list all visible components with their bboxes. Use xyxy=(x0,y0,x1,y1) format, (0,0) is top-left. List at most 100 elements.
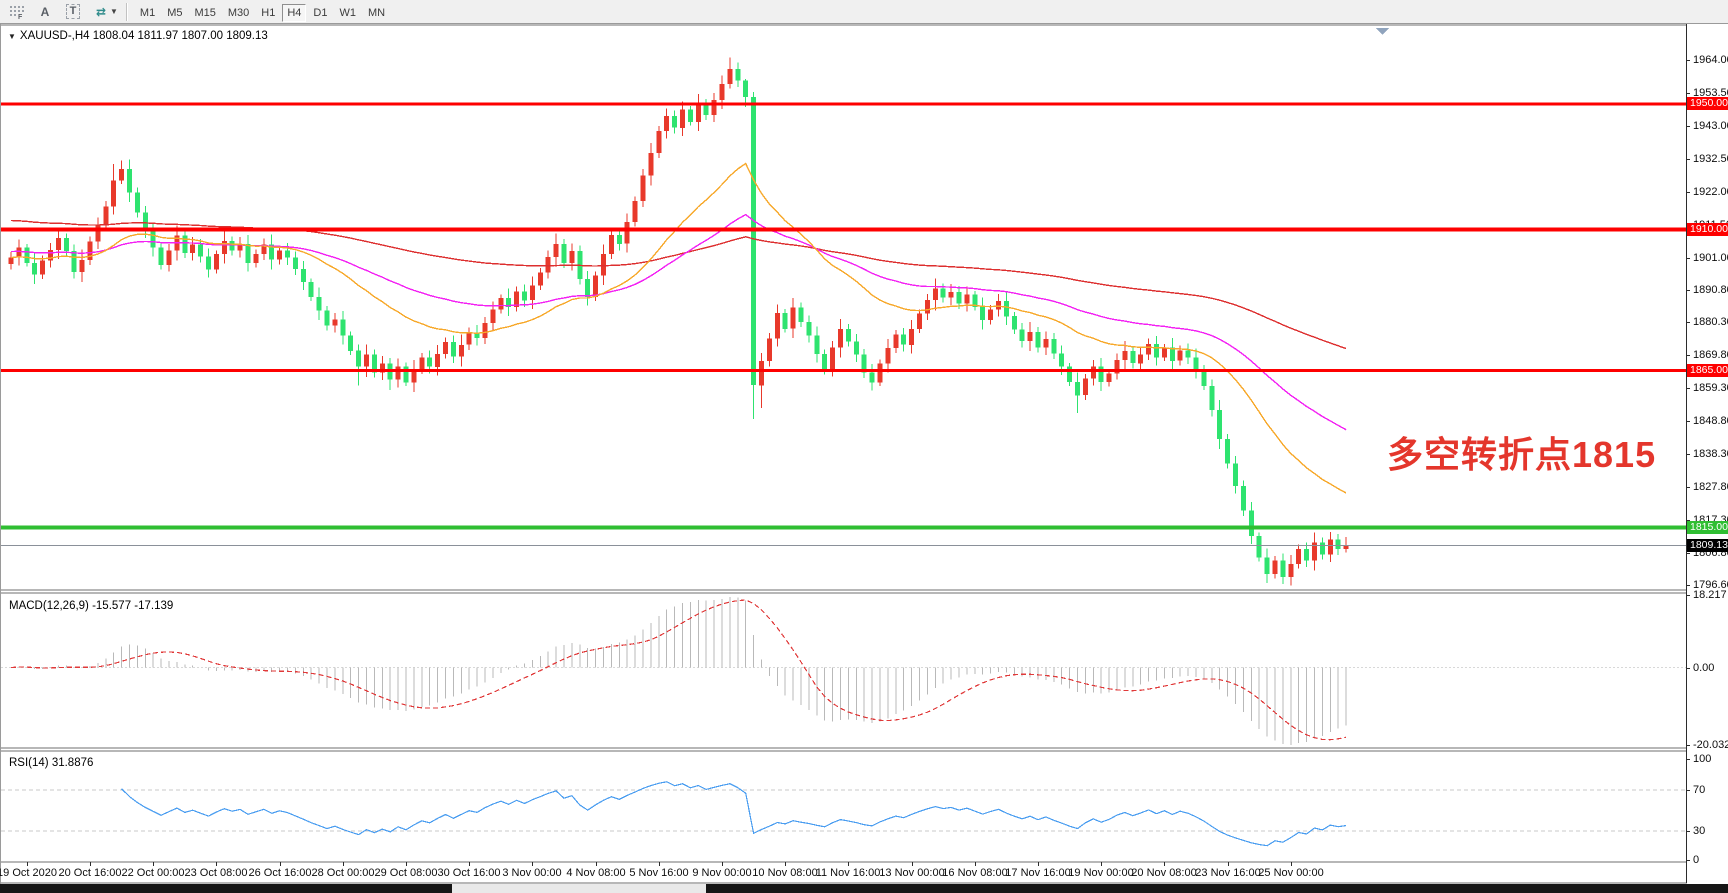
price-tick-label: 1890.80 xyxy=(1693,284,1728,296)
chart-title: ▼ XAUUSD-,H4 1808.04 1811.97 1807.00 1809… xyxy=(8,30,268,42)
macd-tick-label: -20.032 xyxy=(1693,739,1728,751)
price-tick-label: 1796.60 xyxy=(1693,579,1728,591)
price-tick-label: 1901.00 xyxy=(1693,252,1728,264)
timeframe-button-m15[interactable]: M15 xyxy=(194,6,216,19)
price-tick-label: 1943.00 xyxy=(1693,120,1728,132)
price-tick-label: 1880.30 xyxy=(1693,316,1728,328)
date-tick-label: 16 Nov 08:00 xyxy=(942,867,1008,879)
timeframe-button-m1[interactable]: M1 xyxy=(139,6,156,19)
date-tick-mark xyxy=(596,862,597,866)
date-tick-label: 19 Nov 00:00 xyxy=(1068,867,1134,879)
date-tick-mark xyxy=(912,862,913,866)
price-tick-mark xyxy=(1686,454,1690,455)
date-tick-label: 23 Oct 08:00 xyxy=(184,867,248,879)
date-tick-label: 3 Nov 00:00 xyxy=(502,867,562,879)
price-tick-mark xyxy=(1686,192,1690,193)
date-tick-mark xyxy=(280,862,281,866)
date-tick-mark xyxy=(469,862,470,866)
price-tick-mark xyxy=(1686,487,1690,488)
date-tick-label: 4 Nov 08:00 xyxy=(566,867,626,879)
rsi-tick-label: 70 xyxy=(1693,784,1706,796)
price-line-badge: 1910.00 xyxy=(1687,223,1728,236)
price-tick-mark xyxy=(1686,585,1690,586)
macd-tick-mark xyxy=(1686,668,1690,669)
date-tick-label: 13 Nov 00:00 xyxy=(879,867,945,879)
price-line-badge: 1865.00 xyxy=(1687,364,1728,377)
price-tick-mark xyxy=(1686,159,1690,160)
price-tick-label: 1869.80 xyxy=(1693,349,1728,361)
price-axis-line xyxy=(1686,24,1687,883)
price-tick-label: 1827.80 xyxy=(1693,481,1728,493)
date-tick-label: 26 Oct 16:00 xyxy=(248,867,312,879)
date-tick-label: 22 Oct 00:00 xyxy=(121,867,185,879)
date-tick-mark xyxy=(975,862,976,866)
date-tick-mark xyxy=(1291,862,1292,866)
date-tick-label: 10 Nov 08:00 xyxy=(752,867,818,879)
date-tick-label: 23 Nov 16:00 xyxy=(1195,867,1261,879)
date-tick-mark xyxy=(722,862,723,866)
date-tick-label: 5 Nov 16:00 xyxy=(629,867,689,879)
rsi-tick-label: 100 xyxy=(1693,753,1712,765)
rsi-tick-mark xyxy=(1686,860,1690,861)
toolbar: F A T ⇄ ▼ M1 M5 M15 M30 H1 H4 D1 W1 MN xyxy=(0,0,1728,24)
rsi-tick-label: 30 xyxy=(1693,825,1706,837)
date-tick-mark xyxy=(848,862,849,866)
bottom-bar-segment xyxy=(0,884,452,893)
chart-area[interactable]: ▼ XAUUSD-,H4 1808.04 1811.97 1807.00 1809… xyxy=(0,24,1728,884)
timeframe-button-h1[interactable]: H1 xyxy=(261,6,276,19)
timeframe-button-w1[interactable]: W1 xyxy=(339,6,356,19)
macd-label: MACD(12,26,9) -15.577 -17.139 xyxy=(9,600,174,612)
annotation-text: 多空转折点1815 xyxy=(1387,434,1657,475)
price-tick-mark xyxy=(1686,388,1690,389)
chart-title-triangle-icon: ▼ xyxy=(8,32,16,41)
timeframe-button-d1[interactable]: D1 xyxy=(313,6,328,19)
bottom-bar-segment xyxy=(706,884,1728,893)
date-tick-mark xyxy=(27,862,28,866)
date-tick-label: 29 Oct 08:00 xyxy=(374,867,438,879)
date-tick-label: 19 Oct 2020 xyxy=(0,867,57,879)
cursor-a-icon[interactable]: A xyxy=(40,4,50,19)
price-tick-mark xyxy=(1686,520,1690,521)
price-tick-mark xyxy=(1686,290,1690,291)
cycle-arrows-icon[interactable]: ⇄ xyxy=(95,4,107,19)
timeframe-buttons: M1 M5 M15 M30 H1 H4 D1 W1 MN xyxy=(134,3,391,22)
date-tick-label: 17 Nov 16:00 xyxy=(1005,867,1071,879)
svg-text:F: F xyxy=(18,14,23,20)
price-tick-mark xyxy=(1686,126,1690,127)
timeframe-button-h4[interactable]: H4 xyxy=(282,3,307,22)
timeframe-button-mn[interactable]: MN xyxy=(367,6,386,19)
current-price-badge: 1809.13 xyxy=(1687,539,1728,552)
text-tool-icon[interactable]: T xyxy=(62,2,84,21)
date-tick-mark xyxy=(532,862,533,866)
grid-f-icon[interactable]: F xyxy=(6,2,28,21)
macd-tick-label: 18.217 xyxy=(1693,589,1727,601)
date-tick-mark xyxy=(343,862,344,866)
macd-tick-label: 0.00 xyxy=(1693,662,1715,674)
dropdown-caret-icon[interactable]: ▼ xyxy=(110,7,118,16)
price-line-badge: 1950.00 xyxy=(1687,97,1728,110)
chart-canvas[interactable] xyxy=(1,24,1728,889)
date-tick-label: 25 Nov 00:00 xyxy=(1258,867,1324,879)
timeframe-button-m30[interactable]: M30 xyxy=(227,6,250,19)
rsi-label: RSI(14) 31.8876 xyxy=(9,757,94,769)
date-tick-label: 9 Nov 00:00 xyxy=(692,867,752,879)
price-tick-mark xyxy=(1686,421,1690,422)
date-tick-mark xyxy=(1038,862,1039,866)
price-tick-mark xyxy=(1686,322,1690,323)
price-tick-label: 1964.00 xyxy=(1693,54,1728,66)
price-tick-mark xyxy=(1686,553,1690,554)
date-tick-mark xyxy=(785,862,786,866)
timeframe-button-m5[interactable]: M5 xyxy=(167,6,183,19)
date-tick-label: 30 Oct 16:00 xyxy=(437,867,501,879)
chart-shift-marker-icon xyxy=(1376,28,1389,35)
date-tick-mark xyxy=(659,862,660,866)
date-tick-label: 20 Nov 08:00 xyxy=(1131,867,1197,879)
price-tick-label: 1922.00 xyxy=(1693,186,1728,198)
rsi-tick-label: 0 xyxy=(1693,854,1700,866)
date-tick-mark xyxy=(1164,862,1165,866)
price-tick-mark xyxy=(1686,355,1690,356)
window-bottom-bar xyxy=(0,884,1728,893)
price-tick-mark xyxy=(1686,60,1690,61)
macd-tick-mark xyxy=(1686,595,1690,596)
